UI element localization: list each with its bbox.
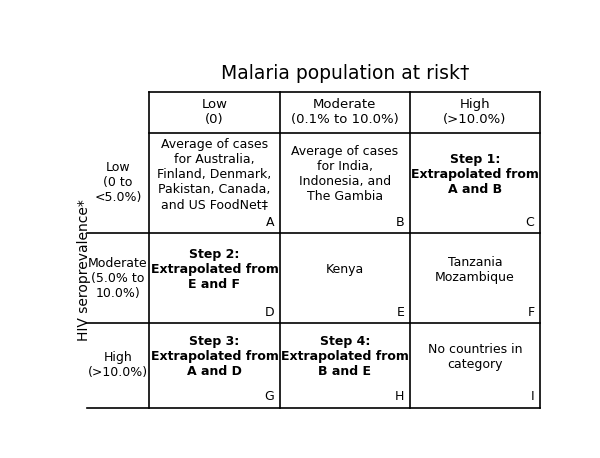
Text: High
(>10.0%): High (>10.0%) (443, 98, 506, 126)
Text: Step 2:
Extrapolated from
E and F: Step 2: Extrapolated from E and F (151, 248, 278, 291)
Text: Tanzania
Mozambique: Tanzania Mozambique (435, 256, 515, 284)
Text: Moderate
(0.1% to 10.0%): Moderate (0.1% to 10.0%) (291, 98, 398, 126)
Text: Malaria population at risk†: Malaria population at risk† (221, 64, 469, 83)
Text: G: G (264, 390, 274, 403)
Text: C: C (526, 216, 535, 229)
Text: Average of cases
for Australia,
Finland, Denmark,
Pakistan, Canada,
and US FoodN: Average of cases for Australia, Finland,… (157, 138, 272, 211)
Text: High
(>10.0%): High (>10.0%) (88, 351, 148, 379)
Text: Step 4:
Extrapolated from
B and E: Step 4: Extrapolated from B and E (281, 335, 409, 378)
Text: HIV seroprevalence*: HIV seroprevalence* (77, 199, 91, 341)
Text: I: I (531, 390, 535, 403)
Text: F: F (527, 306, 535, 319)
Text: Step 1:
Extrapolated from
A and B: Step 1: Extrapolated from A and B (411, 153, 539, 196)
Text: Step 3:
Extrapolated from
A and D: Step 3: Extrapolated from A and D (151, 335, 278, 378)
Text: No countries in
category: No countries in category (428, 343, 522, 371)
Text: Low
(0): Low (0) (202, 98, 227, 126)
Text: E: E (397, 306, 404, 319)
Text: Kenya: Kenya (326, 263, 364, 276)
Text: H: H (395, 390, 404, 403)
Text: A: A (266, 216, 274, 229)
Text: Low
(0 to
<5.0%): Low (0 to <5.0%) (94, 161, 142, 204)
Text: D: D (265, 306, 274, 319)
Text: Average of cases
for India,
Indonesia, and
The Gambia: Average of cases for India, Indonesia, a… (291, 145, 398, 203)
Text: B: B (395, 216, 404, 229)
Text: Moderate
(5.0% to
10.0%): Moderate (5.0% to 10.0%) (88, 256, 148, 300)
